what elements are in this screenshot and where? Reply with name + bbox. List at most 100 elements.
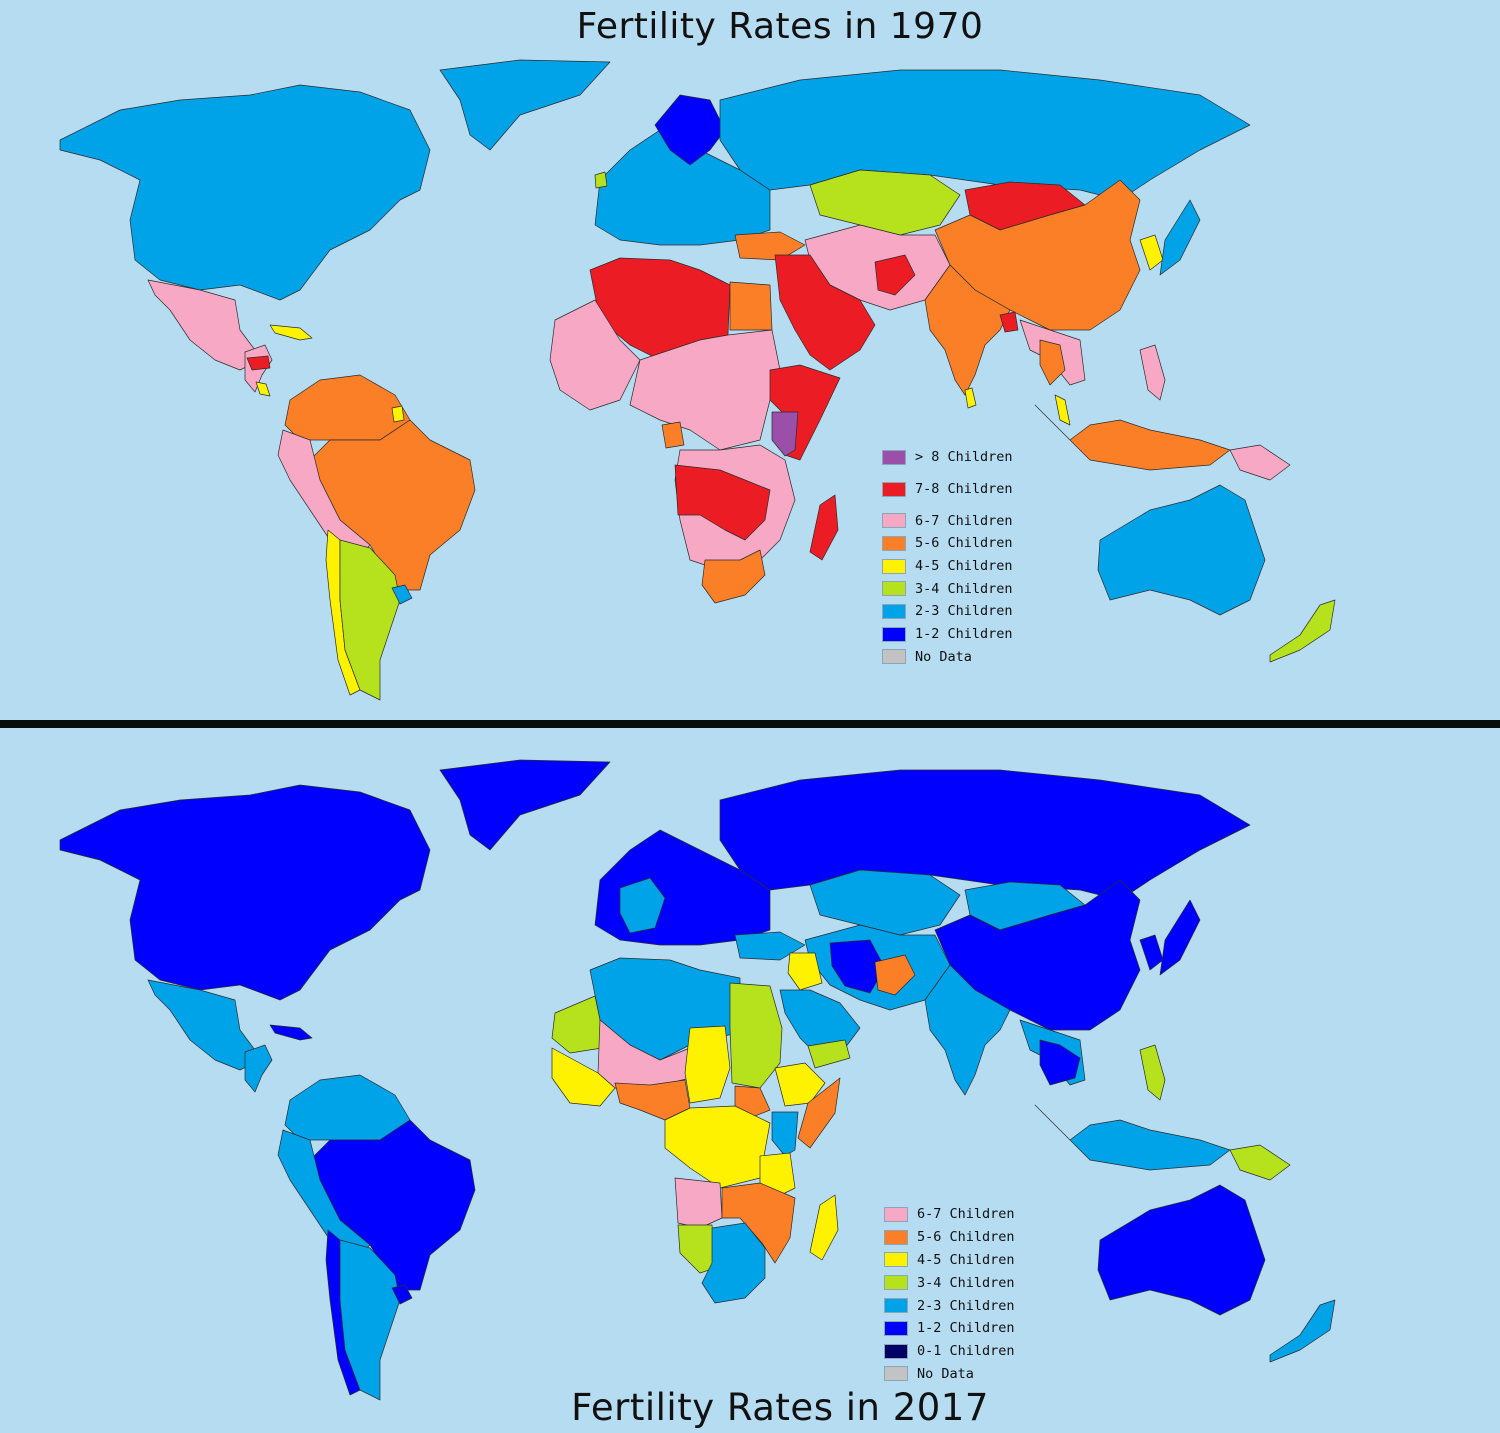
legend-swatch	[882, 581, 906, 597]
region-west-coast-africa	[551, 1047, 616, 1107]
legend-item: 4-5 Children	[884, 1249, 1015, 1272]
region-new-zealand	[1269, 599, 1336, 663]
region-greenland	[439, 59, 611, 151]
region-egypt-sudan	[729, 982, 783, 1089]
legend-item: 7-8 Children	[882, 478, 1013, 501]
legend-item: 1-2 Children	[882, 623, 1013, 646]
region-angola-zambia-zimbabwe	[674, 464, 771, 541]
region-costa-rica	[255, 381, 271, 397]
legend-label: 7-8 Children	[915, 481, 1013, 498]
legend-label: 2-3 Children	[917, 1297, 1015, 1314]
legend-label: No Data	[917, 1365, 974, 1382]
legend-label: 3-4 Children	[915, 580, 1013, 597]
region-kenya	[771, 1111, 799, 1157]
legend-item: 5-6 Children	[884, 1226, 1015, 1249]
map-title-1970: Fertility Rates in 1970	[576, 6, 984, 47]
region-uruguay	[391, 1284, 413, 1305]
region-afghanistan	[874, 254, 916, 296]
region-central-america	[244, 1044, 273, 1093]
region-korea	[1139, 234, 1164, 271]
region-afghanistan	[874, 954, 916, 996]
region-thailand	[1039, 339, 1066, 386]
region-thailand-vietnam	[1039, 1039, 1081, 1086]
legend-item: 5-6 Children	[882, 532, 1013, 555]
region-namibia-zimbabwe	[677, 1224, 716, 1274]
region-northern-south-america	[284, 374, 411, 441]
legend-label: 3-4 Children	[917, 1274, 1015, 1291]
region-australia	[1097, 484, 1266, 616]
legend-swatch	[882, 449, 906, 465]
legend-swatch	[884, 1343, 908, 1359]
region-argentina	[339, 539, 401, 701]
region-indonesia	[1034, 1104, 1231, 1171]
region-australia	[1097, 1184, 1266, 1316]
legend-swatch	[884, 1366, 908, 1382]
legend-item: 6-7 Children	[882, 509, 1013, 532]
region-japan	[1159, 199, 1201, 276]
legend-swatch	[882, 558, 906, 574]
legend-2017: 6-7 Children 5-6 Children 4-5 Children 3…	[884, 1203, 1015, 1385]
legend-item: No Data	[884, 1363, 1015, 1386]
region-russia	[719, 69, 1251, 201]
world-map-2017	[59, 759, 1336, 1401]
legend-label: 1-2 Children	[917, 1320, 1015, 1337]
region-sahel-central-africa	[629, 329, 781, 451]
region-kazakhstan	[809, 169, 961, 236]
region-png	[1229, 444, 1291, 481]
legend-1970: > 8 Children 7-8 Children 6-7 Children 5…	[882, 446, 1013, 668]
region-greenland	[439, 759, 611, 851]
legend-item: 4-5 Children	[882, 555, 1013, 578]
region-korea	[1139, 934, 1164, 971]
legend-item: 6-7 Children	[884, 1203, 1015, 1226]
legend-swatch	[884, 1298, 908, 1314]
region-kazakhstan	[809, 869, 961, 936]
legend-item: 2-3 Children	[884, 1294, 1015, 1317]
panel-divider	[0, 720, 1500, 728]
region-indonesia	[1034, 404, 1231, 471]
region-madagascar	[809, 494, 839, 561]
legend-label: 4-5 Children	[917, 1251, 1015, 1268]
legend-label: 6-7 Children	[917, 1206, 1015, 1223]
legend-swatch	[882, 626, 906, 642]
legend-swatch	[882, 535, 906, 551]
legend-item: 1-2 Children	[884, 1317, 1015, 1340]
legend-swatch	[882, 513, 906, 529]
region-french-guiana	[391, 405, 405, 423]
legend-label: No Data	[915, 648, 972, 665]
legend-label: 4-5 Children	[915, 558, 1013, 575]
region-cuba	[269, 1024, 313, 1041]
region-cuba	[269, 324, 313, 341]
region-france-uk	[619, 877, 666, 934]
region-malaysia	[1054, 394, 1071, 426]
world-map-1970	[59, 59, 1336, 701]
region-chad	[684, 1025, 731, 1104]
region-botswana-south-africa	[701, 1222, 766, 1304]
legend-label: 6-7 Children	[915, 512, 1013, 529]
region-png	[1229, 1144, 1291, 1181]
region-honduras	[246, 355, 271, 371]
region-kenya	[771, 411, 799, 457]
region-north-america	[59, 84, 431, 301]
legend-label: 1-2 Children	[915, 626, 1013, 643]
region-scandinavia	[654, 94, 726, 166]
region-japan	[1159, 899, 1201, 976]
region-iran	[829, 939, 886, 994]
region-angola	[674, 1177, 723, 1229]
region-ethiopia	[774, 1062, 826, 1107]
region-drc-congo	[664, 1105, 771, 1189]
legend-label: > 8 Children	[915, 449, 1013, 466]
region-gabon	[661, 421, 685, 449]
legend-label: 0-1 Children	[917, 1343, 1015, 1360]
map-panel-1970: Fertility Rates in 1970 > 8 Children 7-8…	[59, 6, 1336, 701]
region-ireland	[594, 171, 608, 189]
legend-label: 2-3 Children	[915, 603, 1013, 620]
legend-swatch	[882, 603, 906, 619]
region-zambia-mozambique	[721, 1182, 796, 1264]
legend-swatch	[884, 1252, 908, 1268]
legend-item: > 8 Children	[882, 446, 1013, 469]
legend-swatch	[882, 649, 906, 665]
region-uruguay	[391, 584, 413, 605]
legend-swatch	[884, 1229, 908, 1245]
region-turkey	[734, 231, 806, 261]
legend-item: No Data	[882, 646, 1013, 669]
